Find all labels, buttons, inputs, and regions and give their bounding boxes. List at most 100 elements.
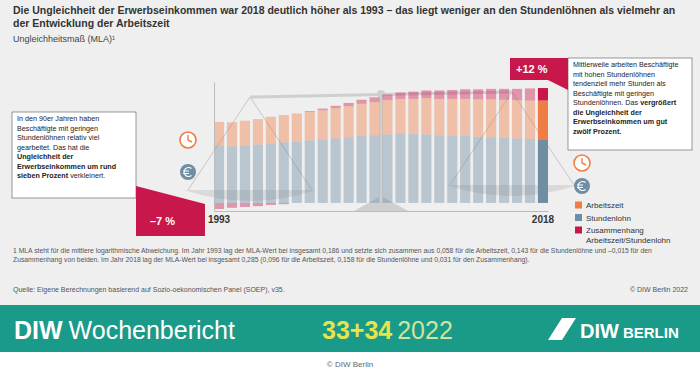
x-tick: 2018 — [532, 211, 555, 225]
bar-segment — [447, 136, 457, 203]
x-tick: 1993 — [208, 211, 231, 225]
bar-segment — [421, 98, 431, 134]
legend-label-part: Arbeitszeit/Stundenlohn — [586, 236, 671, 245]
bar-segment — [473, 137, 483, 203]
bar-segment — [525, 101, 535, 139]
bar-segment — [305, 112, 315, 141]
bar-segment — [538, 139, 548, 203]
x-tick-label: 2018 — [532, 214, 555, 225]
bar-segment — [382, 94, 392, 100]
bar-segment — [357, 136, 367, 203]
bar-segment — [421, 90, 431, 98]
legend-label: Zusammenhang Arbeitszeit/Stundenlohn — [586, 226, 671, 245]
bar-segment — [447, 99, 457, 136]
bar-segment — [408, 134, 418, 203]
bar-segment — [434, 135, 444, 203]
credit: © DIW Berlin — [327, 360, 373, 369]
title-part: Die Ungleichheit der Erwerbseinkommen wa… — [13, 4, 678, 16]
y-axis-line — [214, 83, 215, 212]
bar-segment — [227, 147, 237, 203]
bar-segment — [253, 203, 263, 206]
legend-swatch — [575, 214, 582, 221]
footnote: 1 MLA steht für die mittlere logarithmis… — [13, 247, 654, 264]
bar-segment — [305, 140, 315, 202]
bar-segment — [344, 106, 354, 137]
legend-swatch — [575, 227, 582, 234]
bar-segment — [421, 134, 431, 203]
bar-segment — [382, 134, 392, 203]
euro-coin — [574, 178, 590, 194]
clock-icon — [574, 155, 590, 171]
annotation-text-part: sieben Prozent — [17, 171, 70, 180]
bar-segment — [292, 113, 302, 141]
bar-segment — [486, 89, 496, 99]
bar-segment — [408, 92, 418, 99]
logo-sub: BERLIN — [623, 324, 679, 341]
bar-segment — [460, 136, 470, 203]
annotation-text-part: Beschäftigte mit geringen — [17, 124, 100, 133]
clock-face — [574, 155, 590, 171]
bar-segment — [499, 138, 509, 203]
annotation-text-part: verkleinert. — [70, 171, 105, 180]
bar-segment — [331, 138, 341, 203]
annotation-box — [568, 58, 692, 150]
annotation-label: –7 % — [150, 215, 175, 227]
chart-root: Die Ungleichheit der Erwerbseinkommen wa… — [0, 0, 700, 376]
bar-segment — [486, 99, 496, 137]
bar-segment — [266, 117, 276, 144]
bar-segment — [279, 203, 289, 204]
bar-segment — [382, 100, 392, 134]
banner-background — [0, 305, 700, 352]
bar-segment — [279, 142, 289, 202]
chart-background — [0, 0, 700, 305]
bar-segment — [369, 97, 379, 102]
footnote-part: Zusammenhang von beiden. Im Jahr 2018 la… — [13, 256, 529, 264]
bar-segment — [214, 203, 224, 209]
bar-segment — [460, 99, 470, 136]
legend-swatch — [575, 202, 582, 209]
bar-segment — [395, 92, 405, 98]
banner-year: 2022 — [397, 316, 453, 344]
annotation-text-part: Ungleichheit der — [17, 152, 75, 161]
annotation: Mittlerweile arbeiten Beschäftigte mit h… — [510, 58, 692, 150]
euro-icon — [574, 178, 590, 194]
annotation-label: +12 % — [516, 63, 548, 75]
annotation-text: Mittlerweile arbeiten Beschäftigte mit h… — [573, 60, 680, 136]
banner-publication: Wochenbericht — [69, 316, 235, 344]
euro-icon — [180, 164, 196, 180]
legend-label-part: Zusammenhang — [586, 226, 646, 235]
legend: ArbeitszeitStundenlohnZusammenhang Arbei… — [575, 201, 671, 245]
annotation-text-part: gearbeitet. Das hat die — [17, 143, 91, 152]
clock-face — [180, 132, 196, 148]
bar-segment — [331, 106, 341, 108]
bar-segment — [240, 203, 250, 207]
bar-segment — [318, 140, 328, 203]
legend-label: Stundenlohn — [586, 214, 631, 223]
x-axis: 1993 2018 — [208, 211, 555, 225]
bar-segment — [253, 119, 263, 144]
bar-segment — [357, 104, 367, 136]
bar-segment — [357, 100, 367, 104]
bar-segment — [240, 146, 250, 203]
balance-scale — [184, 90, 578, 211]
annotation-text-part: vergrößert — [640, 98, 678, 107]
title-part: der Entwicklung der Arbeitszeit — [13, 17, 170, 29]
banner: DIWWochenbericht33+342022DIWBERLIN — [0, 305, 700, 352]
annotation-text-part: zwölf Prozent. — [573, 127, 621, 136]
bar-segment — [486, 137, 496, 203]
annotation-text-part: Stundenlöhnen. Das — [573, 98, 640, 107]
bar-segment — [318, 110, 328, 139]
annotation: In den 90er Jahren haben Beschäftigte mi… — [12, 112, 205, 236]
annotation-flag — [136, 186, 205, 236]
annotation-text-part: mit hohen Stundenlöhnen — [573, 70, 657, 79]
annotation-text-part: tendenziell mehr Stunden als — [573, 79, 668, 88]
bar-segment — [369, 135, 379, 203]
annotation-flag — [510, 58, 568, 90]
logo-icon — [548, 318, 576, 340]
x-tick-label: 1993 — [208, 214, 231, 225]
bar-segment — [344, 103, 354, 106]
bar-segment — [473, 89, 483, 99]
bar-segment — [305, 111, 315, 113]
balance-post — [379, 92, 383, 205]
bar-segment — [525, 88, 535, 100]
